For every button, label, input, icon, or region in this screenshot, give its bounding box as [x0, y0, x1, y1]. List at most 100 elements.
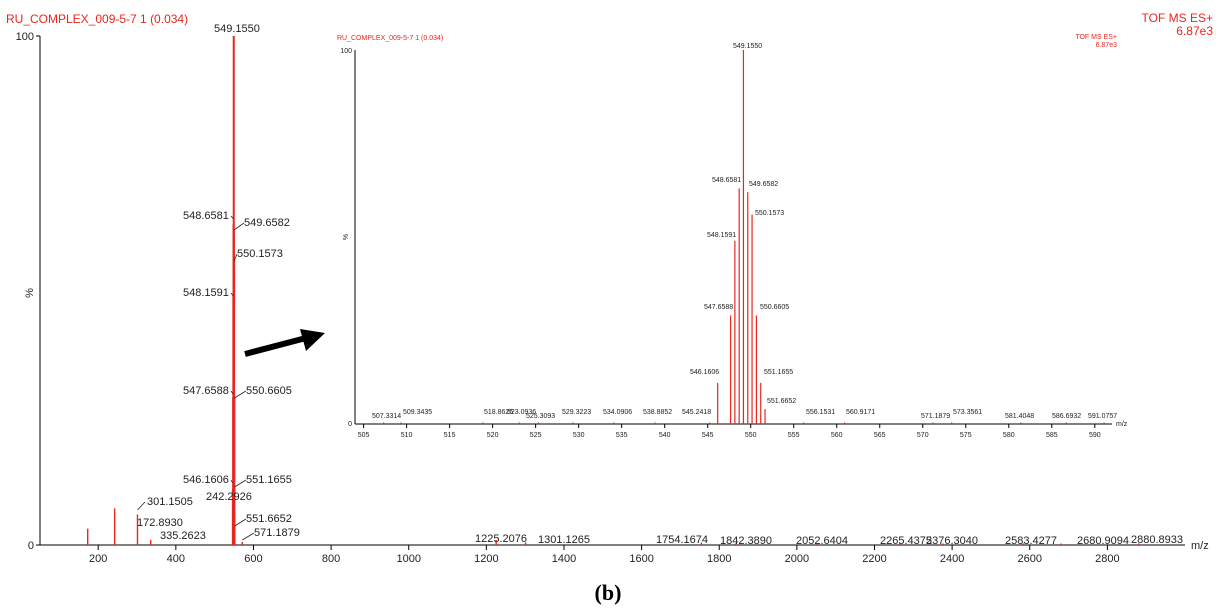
- inset-peak-label: 545.2418: [682, 409, 711, 416]
- inset-y-tick-label-100: 100: [340, 48, 352, 55]
- main-label-leader: [230, 215, 234, 220]
- main-label-leader: [230, 390, 234, 395]
- inset-header-mode: TOF MS ES+: [1075, 34, 1117, 41]
- main-y-tick-label-0: 0: [28, 540, 34, 552]
- inset-peak-label: 550.1573: [755, 210, 784, 217]
- main-peak-label: 2052.6404: [796, 535, 848, 547]
- inset-peak-label: 518.8626: [484, 409, 513, 416]
- main-x-axis-label: m/z: [1191, 540, 1209, 552]
- inset-x-tick-label: 590: [1089, 432, 1101, 439]
- main-label-leader: [233, 222, 245, 231]
- inset-peak-label: 525.3093: [526, 413, 555, 420]
- main-label-leader: [230, 292, 234, 297]
- main-x-tick-label: 1400: [552, 553, 576, 565]
- inset-x-tick-label: 540: [659, 432, 671, 439]
- main-x-tick-label: 1600: [629, 553, 653, 565]
- inset-x-tick-label: 545: [702, 432, 714, 439]
- zoom-arrow: [244, 329, 325, 357]
- inset-peak-label: 534.0906: [603, 409, 632, 416]
- main-title: RU_COMPLEX_009-5-7 1 (0.034): [6, 12, 188, 26]
- main-label-leader: [233, 253, 238, 262]
- main-peak-label: 1225.2076: [475, 533, 527, 545]
- inset-peak-label: 556.1531: [806, 409, 835, 416]
- main-y-axis-label: %: [24, 288, 36, 298]
- inset-peak-label: 529.3223: [562, 409, 591, 416]
- main-x-ticks: 200 400 600 800 1000 1200 1400 1600 1800 2000 2200…: [89, 545, 1120, 565]
- inset-peak-label: 547.6588: [704, 304, 733, 311]
- main-peak-label: 172.8930: [137, 517, 183, 529]
- inset-y-tick-label-0: 0: [348, 421, 352, 428]
- inset-x-tick-label: 555: [788, 432, 800, 439]
- main-peak-labels: 549.1550 548.6581 549.6582 550.1573 548.1591…: [137, 23, 1183, 547]
- inset-peak-label: 549.1550: [733, 43, 762, 50]
- main-peak-label: 546.1606: [183, 474, 229, 486]
- main-label-leader: [234, 479, 247, 488]
- inset-header-intensity: 6.87e3: [1096, 42, 1118, 49]
- main-peak-label: 2880.8933: [1131, 534, 1183, 546]
- main-peak-label: 550.6605: [246, 385, 292, 397]
- main-label-leader: [234, 390, 247, 399]
- main-peaks: [86, 36, 1140, 545]
- main-peak-label: 2265.4375: [880, 535, 932, 547]
- main-label-leader: [242, 532, 255, 541]
- main-x-tick-label: 600: [244, 553, 262, 565]
- inset-peak-label: 507.3314: [372, 413, 401, 420]
- mass-spectrum-figure: RU_COMPLEX_009-5-7 1 (0.034) TOF MS ES+ …: [6, 11, 1213, 565]
- inset-peak-label: 591.0757: [1088, 413, 1117, 420]
- inset-x-tick-label: 560: [831, 432, 843, 439]
- inset-x-tick-label: 505: [358, 432, 370, 439]
- inset-peak-label: 548.1591: [707, 232, 736, 239]
- inset-x-tick-label: 525: [530, 432, 542, 439]
- inset-peak-label: 523.0936: [507, 409, 536, 416]
- main-x-tick-label: 400: [167, 553, 185, 565]
- main-x-tick-label: 2000: [785, 553, 809, 565]
- inset-peak-label: 571.1879: [921, 413, 950, 420]
- inset-peak-label: 550.6605: [760, 304, 789, 311]
- main-peak-label: 551.1655: [246, 474, 292, 486]
- inset-peak-label: 573.3561: [953, 409, 982, 416]
- main-peak-label: 301.1505: [147, 496, 193, 508]
- main-peak-label: 2583.4277: [1005, 535, 1057, 547]
- inset-peak-label: 509.3435: [403, 409, 432, 416]
- inset-peaks: [383, 50, 1105, 424]
- main-peak-label: 548.6581: [183, 210, 229, 222]
- inset-peak-label: 549.6582: [749, 181, 778, 188]
- main-x-tick-label: 2800: [1095, 553, 1119, 565]
- inset-peak-label: 551.1655: [764, 369, 793, 376]
- inset-title: RU_COMPLEX_009-5-7 1 (0.034): [337, 35, 443, 42]
- inset-x-axis-label: m/z: [1116, 421, 1128, 428]
- main-x-tick-label: 2200: [862, 553, 886, 565]
- main-peak-label: 242.2926: [206, 491, 252, 503]
- inset-x-tick-label: 575: [960, 432, 972, 439]
- figure-caption: (b): [594, 580, 622, 605]
- inset-x-tick-label: 530: [573, 432, 585, 439]
- main-x-tick-label: 200: [89, 553, 107, 565]
- inset-x-tick-label: 580: [1003, 432, 1015, 439]
- main-peak-label: 2376.3040: [926, 535, 978, 547]
- inset-peak-label: 551.6652: [767, 398, 796, 405]
- main-label-leader: [230, 479, 233, 484]
- main-peak-label: 549.6582: [244, 217, 290, 229]
- inset-peak-label: 581.4048: [1005, 413, 1034, 420]
- main-peak-label: 571.1879: [254, 527, 300, 539]
- inset-x-tick-label: 585: [1046, 432, 1058, 439]
- inset-x-tick-label: 565: [874, 432, 886, 439]
- main-peak-label: 549.1550: [214, 23, 260, 35]
- inset-x-tick-label: 520: [487, 432, 499, 439]
- main-x-tick-label: 2600: [1018, 553, 1042, 565]
- main-label-leader: [137, 501, 146, 511]
- main-x-tick-label: 800: [322, 553, 340, 565]
- main-x-tick-label: 2400: [940, 553, 964, 565]
- main-peak-label: 547.6588: [183, 385, 229, 397]
- main-peak-label: 1754.1674: [656, 534, 708, 546]
- main-peak-label: 335.2623: [160, 530, 206, 542]
- inset-peak-label: 586.6932: [1052, 413, 1081, 420]
- inset-peak-label: 538.8852: [643, 409, 672, 416]
- main-label-leader: [234, 518, 247, 527]
- main-peak-label: 1842.3890: [720, 535, 772, 547]
- inset-x-tick-label: 550: [745, 432, 757, 439]
- inset-x-tick-label: 535: [616, 432, 628, 439]
- inset-peak-label: 546.1606: [690, 369, 719, 376]
- main-x-tick-label: 1200: [474, 553, 498, 565]
- inset-y-axis-label: %: [343, 234, 350, 240]
